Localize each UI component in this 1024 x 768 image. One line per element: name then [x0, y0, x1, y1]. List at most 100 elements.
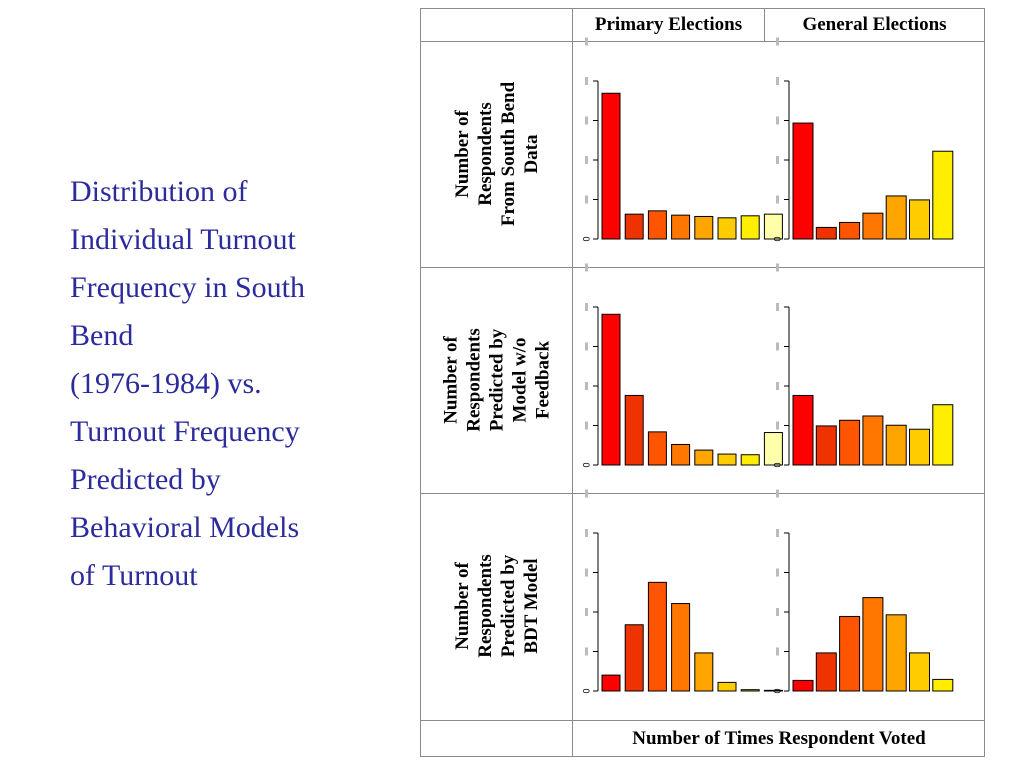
chart-grid: Primary Elections General Elections Numb… — [420, 8, 985, 757]
title-line: (1976-1984) vs. — [70, 367, 262, 400]
bar — [763, 213, 783, 240]
row-header-line: BDT Model — [521, 558, 542, 654]
title-line: Predicted by — [70, 463, 221, 496]
y-tick-label-glyph — [776, 342, 779, 351]
bar — [932, 150, 954, 240]
chart-bdt-primary: 0 — [581, 489, 783, 694]
bar — [792, 394, 814, 466]
y-tick-label-glyph — [585, 156, 588, 164]
bar — [740, 215, 760, 240]
y-tick-label-glyph — [585, 342, 588, 351]
bar — [624, 624, 644, 692]
title-line: Distribution of — [70, 175, 248, 208]
row-header-line: Respondents — [475, 554, 496, 658]
bar — [792, 679, 814, 692]
bar — [717, 681, 737, 692]
row-header-line: Respondents — [475, 102, 496, 206]
grid-divider — [421, 41, 984, 42]
y-tick-label-glyph — [776, 421, 779, 430]
bar — [909, 428, 930, 466]
y-tick-label-glyph — [585, 263, 588, 272]
y-tick-label-glyph — [776, 195, 779, 204]
bar — [694, 652, 714, 692]
y-tick-label: 0 — [772, 688, 782, 693]
bar — [694, 449, 714, 466]
bar — [815, 425, 837, 466]
row-header-bdt: Number of Respondents Predicted by BDT M… — [451, 554, 543, 657]
x-axis-label: Number of Times Respondent Voted — [632, 728, 926, 749]
title-line: Behavioral Models — [70, 511, 300, 544]
y-tick-label: 0 — [581, 462, 591, 467]
y-tick-label-glyph — [585, 382, 588, 390]
y-tick-label: 0 — [772, 236, 782, 241]
title-line: Turnout Frequency — [70, 415, 300, 448]
bar — [792, 122, 814, 240]
y-tick-label-glyph — [776, 647, 779, 656]
grid-divider — [421, 720, 984, 721]
y-tick-label-glyph — [585, 37, 588, 46]
bar — [763, 689, 783, 692]
grid-divider — [421, 267, 984, 268]
bar — [815, 652, 837, 692]
y-tick-label-glyph — [776, 489, 779, 498]
bar — [740, 454, 760, 466]
y-tick-label-glyph — [776, 382, 779, 390]
bar — [717, 453, 737, 466]
bar — [932, 678, 954, 692]
bar — [624, 394, 644, 466]
grid-divider — [764, 9, 765, 41]
bar — [763, 432, 783, 466]
y-tick-label-glyph — [585, 195, 588, 204]
y-tick-label-glyph — [776, 116, 779, 125]
row-header-line: Number of — [440, 336, 462, 424]
y-tick-label-glyph — [776, 568, 779, 577]
bar — [815, 226, 837, 240]
bar — [601, 313, 621, 466]
bar — [740, 689, 760, 692]
y-tick-label-glyph — [585, 77, 588, 85]
row-header-line: Model w/o — [509, 337, 531, 423]
chart-south-bend-primary: 0 — [581, 37, 783, 242]
row-header-line: Predicted by — [486, 328, 508, 432]
title-line: of Turnout — [70, 559, 198, 592]
chart-no-feedback-general: 0 — [772, 263, 954, 468]
bar — [647, 210, 667, 240]
title-line: Individual Turnout — [70, 223, 296, 256]
y-tick-label-glyph — [776, 77, 779, 85]
y-tick-label: 0 — [581, 688, 591, 693]
bar — [885, 614, 907, 692]
row-header-line: Predicted by — [498, 554, 519, 658]
bar — [647, 581, 667, 692]
chart-no-feedback-primary: 0 — [581, 263, 783, 468]
bar — [885, 195, 907, 240]
bar — [862, 415, 884, 466]
row-header-south-bend: Number of Respondents From South Bend Da… — [451, 82, 543, 226]
bar — [671, 603, 691, 692]
y-tick-label-glyph — [585, 489, 588, 498]
bar — [839, 419, 861, 466]
y-tick-label-glyph — [585, 303, 588, 311]
y-tick-label-glyph — [585, 421, 588, 430]
grid-divider — [421, 493, 984, 494]
bar — [601, 92, 621, 240]
col-header-primary: Primary Elections — [594, 14, 743, 35]
y-tick-label-glyph — [585, 568, 588, 577]
title-line: Bend — [70, 319, 134, 352]
bar — [717, 217, 737, 240]
bar — [909, 652, 930, 692]
bar — [862, 212, 884, 240]
bar — [647, 431, 667, 466]
slide-title: Distribution of Individual Turnout Frequ… — [70, 168, 400, 600]
y-tick-label-glyph — [585, 529, 588, 537]
y-tick-label: 0 — [581, 236, 591, 241]
bar — [671, 443, 691, 466]
y-tick-label-glyph — [585, 116, 588, 125]
bar — [862, 597, 884, 692]
y-tick-label-glyph — [776, 37, 779, 46]
row-header-line: Feedback — [532, 340, 554, 420]
y-tick-label-glyph — [776, 529, 779, 537]
bar — [671, 214, 691, 240]
row-header-line: Number of — [452, 110, 473, 198]
y-tick-label-glyph — [776, 156, 779, 164]
chart-south-bend-general: 0 — [772, 37, 954, 242]
